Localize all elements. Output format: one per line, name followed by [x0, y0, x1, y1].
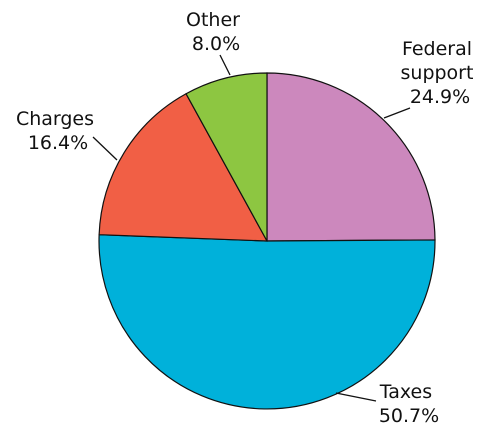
slice-value-label: 8.0%	[192, 33, 240, 55]
pie-slices	[98, 72, 436, 410]
slice-labels: Federal support 24.9% Taxes 50.7% Charge…	[16, 9, 480, 427]
slice-label-taxes: Taxes 50.7%	[379, 381, 439, 427]
leader-line-other	[219, 54, 231, 76]
slice-label-federal-support: Federal support 24.9%	[401, 38, 480, 108]
leader-line-taxes	[335, 392, 377, 402]
pie-slice-taxes	[98, 234, 436, 410]
slice-label-charges: Charges 16.4%	[16, 108, 100, 154]
slice-label-line: Federal	[402, 38, 472, 60]
slice-label-line: Taxes	[379, 381, 432, 403]
pie-slice-federal-support	[266, 72, 436, 242]
slice-label-line: Charges	[16, 108, 94, 130]
leader-line-charges	[92, 136, 118, 161]
slice-label-line: support	[401, 62, 474, 84]
slice-value-label: 16.4%	[28, 132, 88, 154]
slice-label-other: Other 8.0%	[186, 9, 246, 55]
slice-label-line: Other	[186, 9, 240, 31]
pie-slice-charges	[98, 92, 269, 242]
pie-slice-other	[185, 72, 268, 242]
leader-line-federal-support	[383, 107, 411, 119]
leader-lines	[92, 54, 411, 402]
slice-value-label: 24.9%	[410, 86, 470, 108]
slice-value-label: 50.7%	[379, 405, 439, 427]
